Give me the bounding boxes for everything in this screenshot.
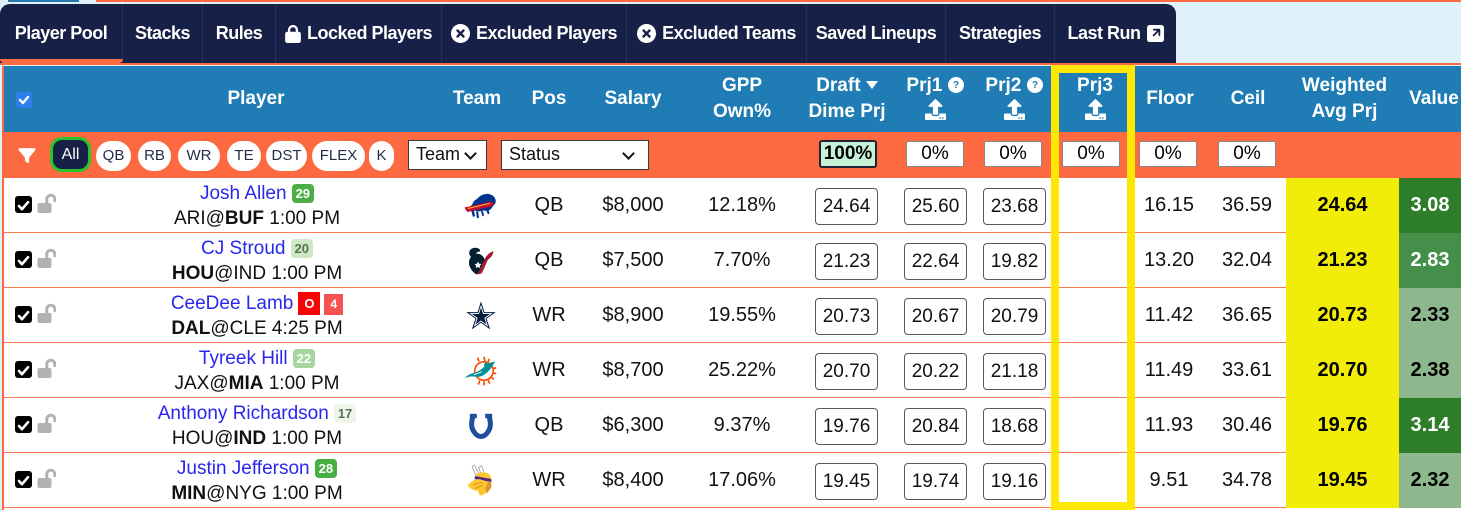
svg-text:?: ? <box>953 80 959 91</box>
svg-text:?: ? <box>1032 80 1038 91</box>
